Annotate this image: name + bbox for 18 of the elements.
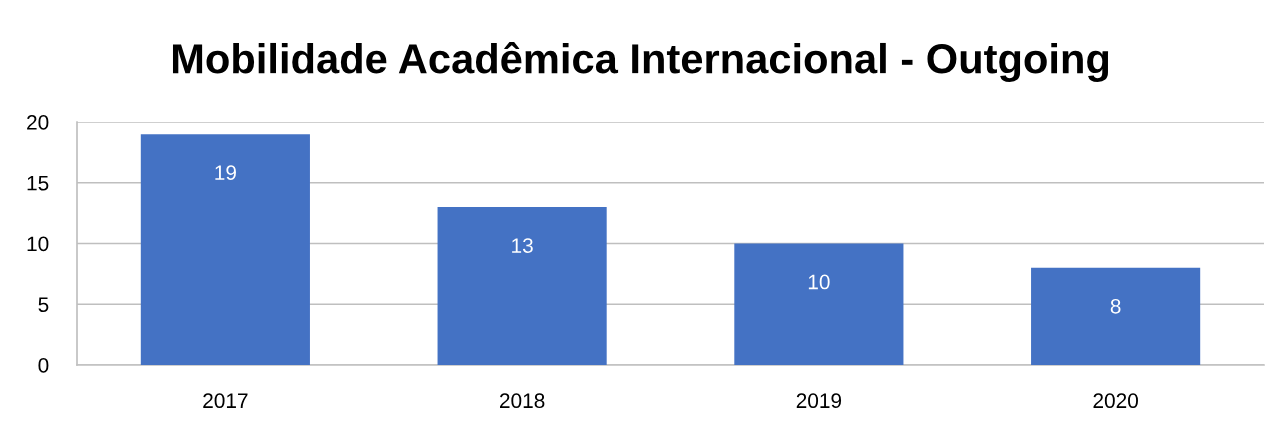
y-tick-label: 15 [27, 175, 49, 191]
bar [437, 207, 607, 365]
bar [140, 134, 310, 365]
bar [734, 243, 904, 365]
x-tick-label: 2019 [796, 393, 842, 409]
x-tick-label: 2020 [1093, 393, 1138, 409]
data-label: 19 [215, 165, 236, 181]
y-tick-label: 20 [27, 115, 49, 130]
y-tick-label: 0 [38, 358, 49, 373]
data-label: 10 [808, 274, 830, 290]
x-tick-label: 2018 [500, 393, 545, 409]
data-label: 8 [1110, 298, 1121, 314]
bar [1031, 267, 1201, 365]
chart-title: Mobilidade Acadêmica Internacional - Outgoing [172, 42, 1109, 82]
y-tick-label: 10 [27, 236, 49, 252]
data-label: 13 [512, 238, 533, 253]
x-tick-label: 2017 [203, 393, 248, 409]
y-tick-label: 5 [38, 297, 49, 312]
